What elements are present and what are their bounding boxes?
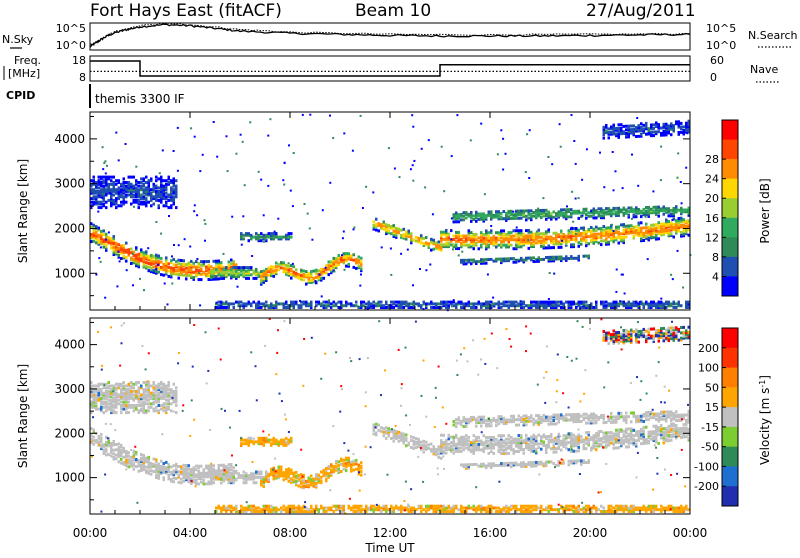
echo-region-K	[603, 326, 691, 345]
colorbar-swatch-0	[722, 120, 738, 140]
nsky-series-line	[90, 24, 690, 47]
freq-left-tick-top: 18	[72, 54, 86, 67]
date-title: 27/Aug/2011	[586, 1, 696, 21]
noise-right-tick-bottom: 10^0	[706, 39, 736, 52]
velocity-colorbar: 200 100 50 15 -15 -50 -100 -200	[694, 328, 738, 507]
echo-region-E	[373, 218, 443, 252]
xtick-label-4: 16:00	[473, 526, 508, 540]
ytick-label-1000: 1000	[54, 471, 85, 485]
power-colorbar-label: Power [dB]	[758, 178, 772, 243]
velocity-colorbar-label: Velocity [m s-1]	[758, 375, 772, 465]
frequency-series-line	[90, 61, 690, 76]
cpid-label: CPID	[6, 89, 35, 102]
power-colorbar: 4 8 12 16 20 24 28	[705, 120, 738, 297]
colorbar-swatch-3	[722, 387, 738, 407]
echo-region-K	[603, 120, 691, 140]
colorbar-swatch-5	[722, 427, 738, 447]
colorbar-swatch-0	[722, 328, 738, 348]
freq-label: Freq.	[14, 54, 41, 67]
noise-left-tick-bottom: 10^0	[56, 39, 86, 52]
echo-region-G	[453, 205, 691, 223]
power-ylabel: Slant Range [km]	[16, 159, 30, 263]
colorbar-swatch-1	[722, 348, 738, 368]
colorbar-swatch-4	[722, 407, 738, 427]
xtick-label-6: 00:00	[673, 526, 708, 540]
colorbar-tick-label-2: 12	[705, 231, 719, 244]
xtick-label-0: 00:00	[73, 526, 108, 540]
freq-right-tick-bottom: 0	[710, 71, 717, 84]
echo-region-H	[460, 255, 590, 266]
ytick-label-4000: 4000	[54, 132, 85, 146]
colorbar-tick-label-4: -15	[701, 421, 719, 434]
velocity-heatmap	[90, 318, 690, 514]
echo-region-D	[240, 232, 293, 242]
colorbar-swatch-6	[722, 447, 738, 467]
colorbar-swatch-8	[722, 276, 738, 296]
colorbar-tick-label-2: 50	[705, 381, 719, 394]
velocity-colorbar-label-sup: -1	[758, 380, 767, 388]
xtick-label-5: 20:00	[573, 526, 608, 540]
colorbar-swatch-4	[722, 198, 738, 218]
colorbar-tick-label-5: 24	[705, 173, 719, 186]
colorbar-tick-label-1: 100	[698, 362, 719, 375]
colorbar-swatch-5	[722, 218, 738, 238]
velocity-colorbar-label-end: ]	[758, 375, 772, 380]
freq-right-tick-top: 60	[710, 54, 724, 67]
colorbar-swatch-2	[722, 159, 738, 179]
colorbar-tick-label-6: 28	[705, 153, 719, 166]
colorbar-swatch-7	[722, 257, 738, 277]
nsearch-series-line	[90, 23, 690, 44]
colorbar-swatch-2	[722, 368, 738, 388]
colorbar-tick-label-0: 200	[698, 342, 719, 355]
colorbar-tick-label-4: 20	[705, 192, 719, 205]
echo-region-I	[215, 301, 690, 309]
ytick-label-3000: 3000	[54, 177, 85, 191]
colorbar-swatch-1	[722, 140, 738, 160]
xtick-label-1: 04:00	[173, 526, 208, 540]
colorbar-tick-label-5: -50	[701, 441, 719, 454]
colorbar-tick-label-6: -100	[694, 460, 719, 473]
noise-right-tick-top: 10^5	[706, 22, 736, 35]
colorbar-tick-label-7: -200	[694, 480, 719, 493]
echo-region-E	[373, 423, 443, 460]
echo-region-J	[90, 176, 178, 210]
ytick-label-1000: 1000	[54, 266, 85, 280]
colorbar-swatch-6	[722, 237, 738, 257]
colorbar-tick-label-0: 4	[712, 270, 719, 283]
echo-region-I	[215, 505, 690, 513]
echo-region-J	[90, 381, 178, 414]
xtick-label-2: 08:00	[273, 526, 308, 540]
xtick-label-3: 12:00	[373, 526, 408, 540]
echo-region-C	[260, 457, 363, 490]
colorbar-tick-label-1: 8	[712, 251, 719, 264]
xlabel: Time UT	[364, 541, 415, 554]
echo-region-C	[260, 252, 363, 286]
power-heatmap	[90, 114, 691, 312]
freq-strip-frame	[90, 56, 690, 81]
ytick-label-2000: 2000	[54, 221, 85, 235]
echo-region-D	[240, 437, 293, 447]
velocity-ylabel: Slant Range [km]	[16, 364, 30, 468]
ytick-label-2000: 2000	[54, 426, 85, 440]
nsearch-label: N.Search	[748, 29, 798, 42]
colorbar-swatch-7	[722, 466, 738, 486]
nsky-label: N.Sky	[2, 33, 34, 46]
ytick-label-3000: 3000	[54, 382, 85, 396]
colorbar-tick-label-3: 15	[705, 401, 719, 414]
echo-region-H	[460, 459, 590, 470]
station-title: Fort Hays East (fitACF)	[90, 1, 282, 21]
noise-left-tick-top: 10^5	[56, 22, 86, 35]
ytick-label-4000: 4000	[54, 338, 85, 352]
power-y-axis: 1000 2000 3000 4000	[54, 116, 690, 295]
colorbar-swatch-3	[722, 179, 738, 199]
freq-left-tick-bottom: 8	[79, 71, 86, 84]
freq-unit-label: [MHz]	[8, 67, 40, 80]
colorbar-swatch-8	[722, 486, 738, 506]
beam-title: Beam 10	[355, 1, 431, 21]
colorbar-tick-label-3: 16	[705, 212, 719, 225]
velocity-colorbar-label-main: Velocity [m s	[758, 388, 772, 465]
nave-label: Nave	[750, 63, 778, 76]
cpid-value: themis 3300 IF	[95, 92, 185, 106]
